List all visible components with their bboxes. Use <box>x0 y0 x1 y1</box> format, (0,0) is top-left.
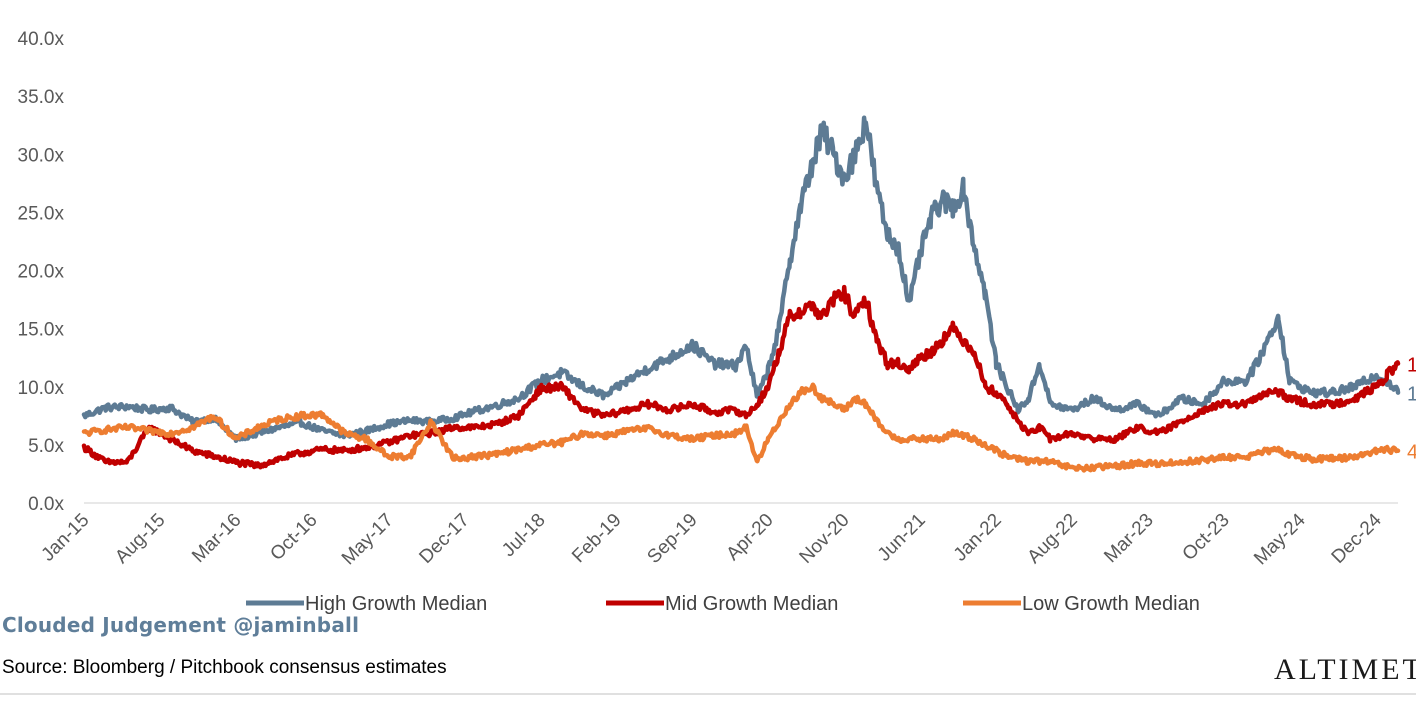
bottom-divider <box>0 693 1416 695</box>
x-tick-label: Sep-19 <box>643 510 701 568</box>
x-tick-label: Dec-17 <box>415 510 473 568</box>
x-tick-label: Feb-19 <box>568 510 625 567</box>
end-labels: 1 1 4 <box>1407 355 1416 464</box>
x-tick-label: Oct-23 <box>1179 510 1234 565</box>
x-tick-label: Jun-21 <box>874 510 930 566</box>
y-tick-label: 20.0x <box>18 262 65 283</box>
x-tick-label: May-17 <box>338 510 398 570</box>
y-tick-label: 5.0x <box>28 436 64 457</box>
legend-label: Low Growth Median <box>1022 593 1200 615</box>
series-end-label: 1 <box>1407 384 1416 406</box>
series-end-label: 4 <box>1407 442 1416 464</box>
legend: High Growth Median Mid Growth Median Low G… <box>246 593 1200 615</box>
altimeter-logo: ALTIMETER <box>1274 653 1416 686</box>
x-tick-label: Dec-24 <box>1328 509 1386 567</box>
source-caption: Source: Bloomberg / Pitchbook consensus … <box>2 657 447 678</box>
x-tick-label: Oct-16 <box>266 510 321 565</box>
y-tick-label: 10.0x <box>18 378 65 399</box>
legend-label: High Growth Median <box>305 593 487 615</box>
x-tick-label: Aug-22 <box>1024 510 1082 568</box>
x-tick-label: Apr-20 <box>723 510 778 565</box>
series-line <box>81 115 1401 444</box>
y-tick-label: 15.0x <box>18 320 65 341</box>
y-axis: 0.0x 5.0x 10.0x 15.0x 20.0x 25.0x 30.0x 35.0x 40… <box>18 29 65 515</box>
x-tick-label: May-24 <box>1250 509 1310 569</box>
x-tick-label: Aug-15 <box>111 510 169 568</box>
brand-caption: Clouded Judgement @jaminball <box>2 613 360 637</box>
y-tick-label: 25.0x <box>18 203 65 224</box>
legend-label: Mid Growth Median <box>665 593 838 615</box>
x-axis: Jan-15 Aug-15 Mar-16 Oct-16 May-17 Dec-17 Jul-… <box>38 502 1398 570</box>
x-tick-label: Nov-20 <box>796 510 854 568</box>
y-tick-label: 30.0x <box>18 145 65 166</box>
x-tick-label: Jul-18 <box>498 510 549 561</box>
x-tick-label: Mar-16 <box>188 510 245 567</box>
series-line <box>81 382 1401 473</box>
y-tick-label: 0.0x <box>28 494 64 515</box>
series-end-label: 1 <box>1407 355 1416 377</box>
y-tick-label: 35.0x <box>18 87 65 108</box>
y-tick-label: 40.0x <box>18 29 65 50</box>
x-tick-label: Jan-22 <box>950 510 1006 566</box>
x-tick-label: Mar-23 <box>1100 510 1157 567</box>
x-tick-label: Jan-15 <box>38 510 94 566</box>
series-line <box>81 284 1401 470</box>
plot-lines <box>81 115 1401 473</box>
